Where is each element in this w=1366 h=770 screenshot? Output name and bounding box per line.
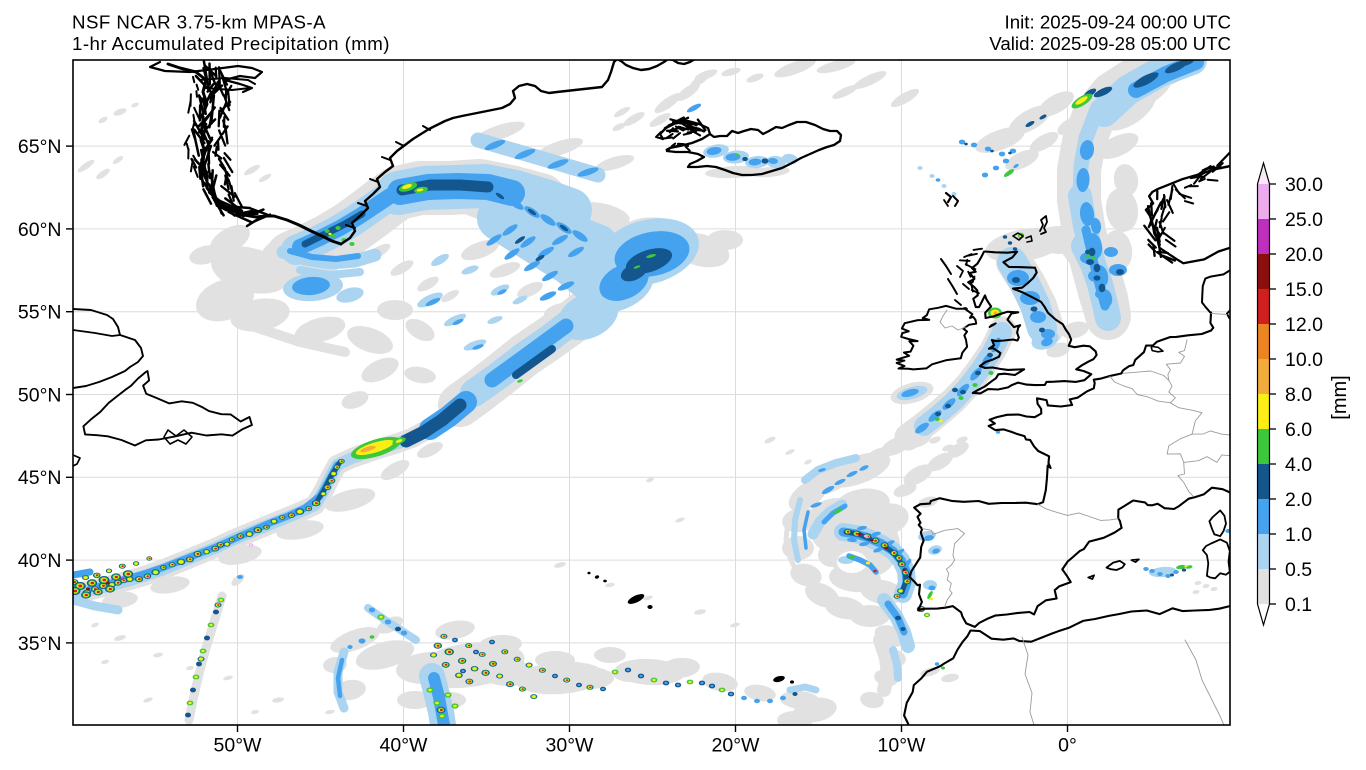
- svg-text:15.0: 15.0: [1285, 279, 1323, 301]
- svg-text:0.1: 0.1: [1285, 594, 1312, 616]
- svg-text:20°W: 20°W: [712, 735, 760, 757]
- svg-text:NSF NCAR 3.75-km MPAS-A: NSF NCAR 3.75-km MPAS-A: [72, 12, 326, 33]
- svg-text:35°N: 35°N: [18, 633, 62, 655]
- svg-text:45°N: 45°N: [18, 467, 62, 489]
- svg-text:8.0: 8.0: [1285, 384, 1312, 406]
- svg-text:65°N: 65°N: [18, 136, 62, 158]
- svg-text:[mm]: [mm]: [1329, 375, 1351, 419]
- svg-text:30°W: 30°W: [546, 735, 594, 757]
- svg-text:10°W: 10°W: [878, 735, 926, 757]
- svg-text:20.0: 20.0: [1285, 244, 1323, 266]
- svg-text:4.0: 4.0: [1285, 454, 1312, 476]
- svg-text:1.0: 1.0: [1285, 524, 1312, 546]
- svg-text:1-hr Accumulated Precipitation: 1-hr Accumulated Precipitation (mm): [72, 33, 390, 54]
- svg-text:25.0: 25.0: [1285, 209, 1323, 231]
- svg-text:40°N: 40°N: [18, 550, 62, 572]
- svg-text:40°W: 40°W: [380, 735, 428, 757]
- svg-text:60°N: 60°N: [18, 219, 62, 241]
- svg-text:0°: 0°: [1058, 735, 1077, 757]
- svg-text:50°W: 50°W: [214, 735, 262, 757]
- svg-text:2.0: 2.0: [1285, 489, 1312, 511]
- svg-text:Init: 2025-09-24 00:00 UTC: Init: 2025-09-24 00:00 UTC: [1005, 12, 1231, 33]
- svg-text:6.0: 6.0: [1285, 419, 1312, 441]
- svg-text:0.5: 0.5: [1285, 559, 1312, 581]
- svg-text:12.0: 12.0: [1285, 314, 1323, 336]
- svg-text:Valid: 2025-09-28 05:00 UTC: Valid: 2025-09-28 05:00 UTC: [989, 33, 1231, 54]
- svg-text:50°N: 50°N: [18, 384, 62, 406]
- svg-text:30.0: 30.0: [1285, 174, 1323, 196]
- svg-text:55°N: 55°N: [18, 302, 62, 324]
- svg-text:10.0: 10.0: [1285, 349, 1323, 371]
